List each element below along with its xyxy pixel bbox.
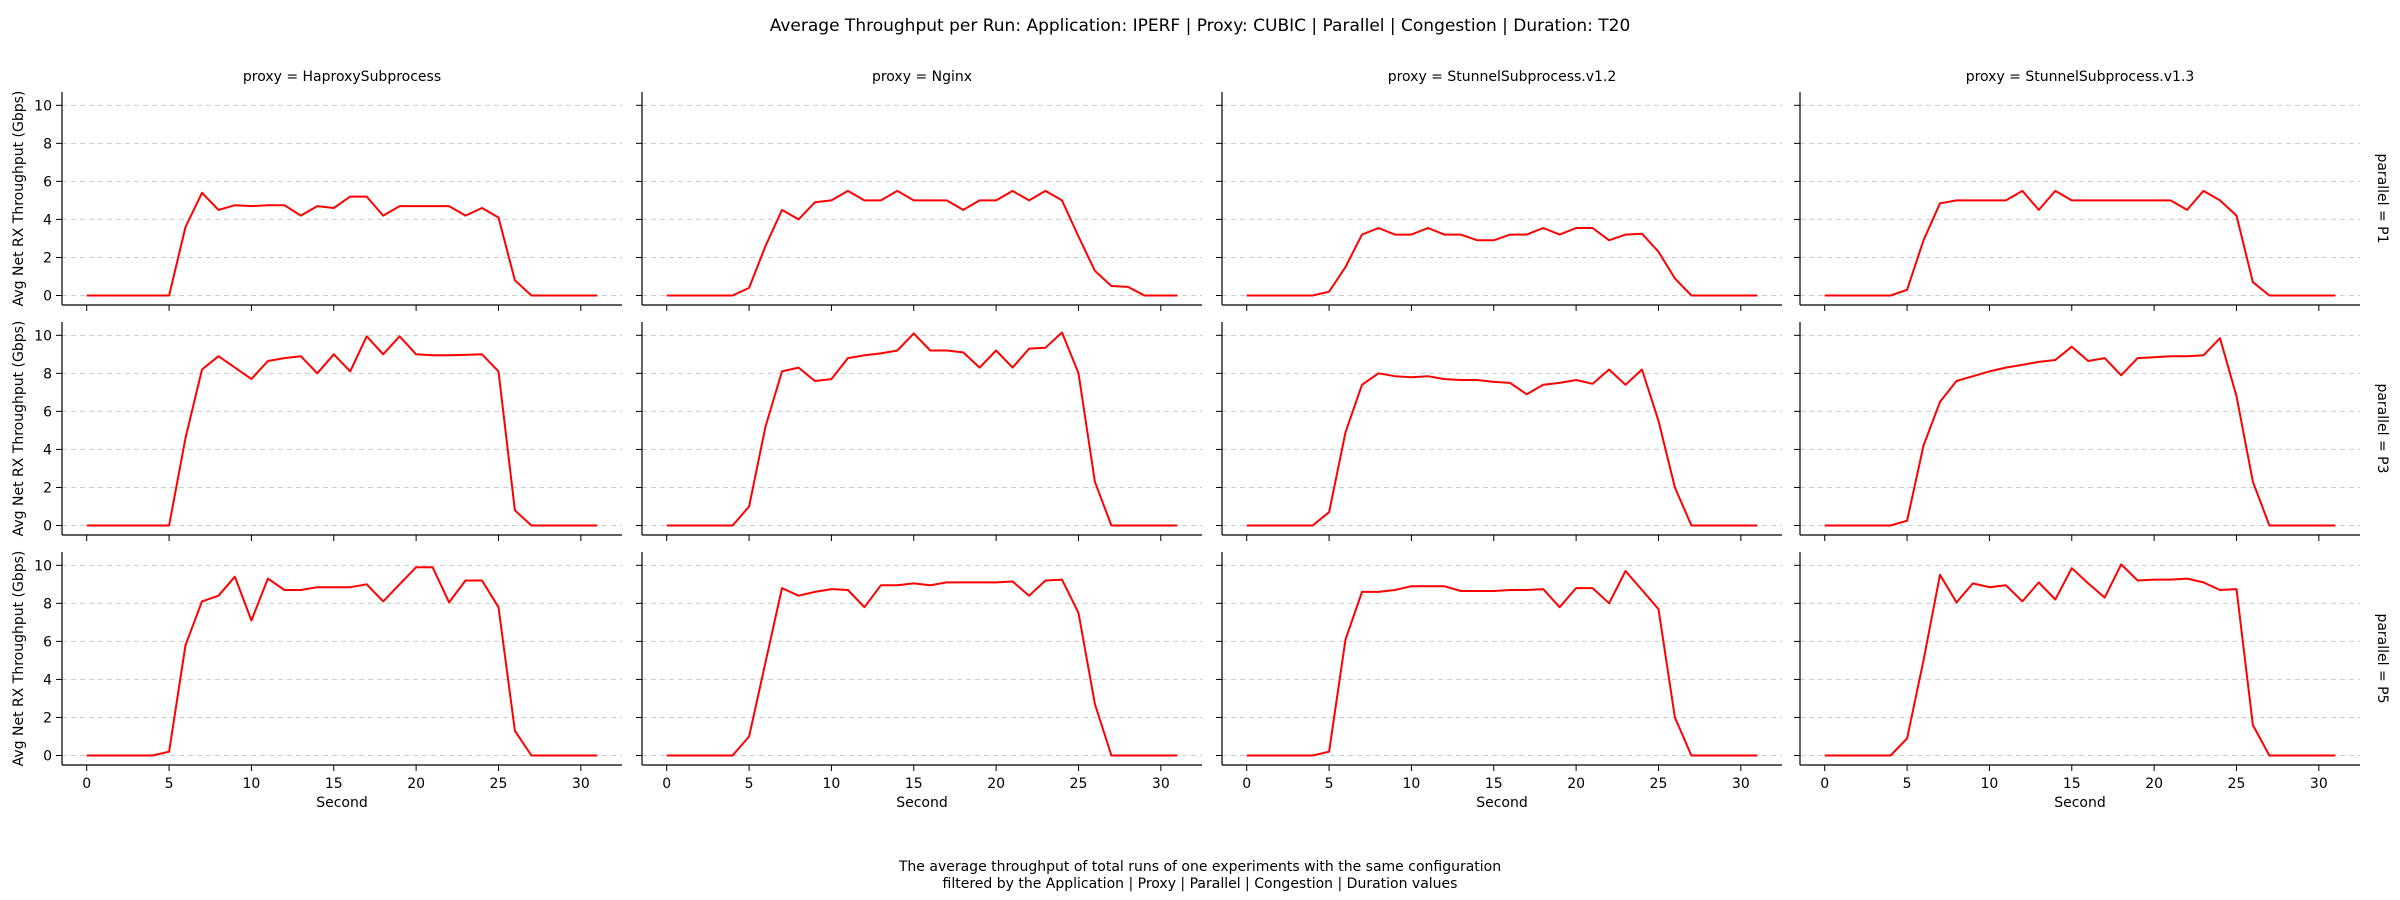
series-line <box>1824 337 2336 527</box>
series-line <box>666 189 1178 297</box>
facet-column-title: proxy = HaproxySubprocess <box>243 69 441 85</box>
x-tick-label: 15 <box>325 776 343 792</box>
chart-panel: parallel = P3 <box>1794 322 2390 541</box>
x-tick-label: 0 <box>1820 776 1829 792</box>
x-tick-label: 0 <box>1242 776 1251 792</box>
x-tick-label: 15 <box>2063 776 2081 792</box>
y-tick-label: 0 <box>43 518 52 534</box>
chart-panel <box>1216 322 1782 541</box>
chart-panel: proxy = StunnelSubprocess.v1.3 parallel =… <box>1794 69 2390 311</box>
y-tick-label: 4 <box>43 442 52 458</box>
chart-panel: proxy = Nginx <box>636 69 1202 311</box>
y-tick-label: 2 <box>43 480 52 496</box>
chart-panel: 0 5 10 15 20 25 30 Second <box>1216 552 1782 811</box>
series-line <box>1824 189 2336 297</box>
y-tick-label: 10 <box>34 98 52 114</box>
y-axis-label: Avg Net RX Throughput (Gbps) <box>11 91 27 307</box>
y-tick-label: 8 <box>43 596 52 612</box>
x-tick-label: 30 <box>1732 776 1750 792</box>
y-tick-label: 6 <box>43 174 52 190</box>
series-line <box>86 566 598 757</box>
x-tick-label: 5 <box>1325 776 1334 792</box>
y-tick-label: 4 <box>43 212 52 228</box>
chart-caption-line-2: filtered by the Application | Proxy | Pa… <box>943 876 1458 892</box>
facet-row-title: parallel = P5 <box>2374 613 2390 703</box>
x-tick-label: 25 <box>2228 776 2246 792</box>
y-tick-label: 8 <box>43 136 52 152</box>
x-tick-label: 20 <box>1567 776 1585 792</box>
x-tick-label: 30 <box>1152 776 1170 792</box>
x-axis-label: Second <box>1476 795 1528 811</box>
chart-panels: 0 2 4 6 8 10 proxy = HaproxySubprocess Avg Net … <box>11 69 2390 811</box>
series-line <box>666 331 1178 527</box>
x-tick-label: 5 <box>165 776 174 792</box>
facet-row-title: parallel = P3 <box>2374 383 2390 473</box>
y-tick-label: 2 <box>43 710 52 726</box>
x-tick-label: 25 <box>1070 776 1088 792</box>
x-axis-label: Second <box>316 795 368 811</box>
x-tick-label: 10 <box>822 776 840 792</box>
series-line <box>666 578 1178 757</box>
x-tick-label: 10 <box>242 776 260 792</box>
y-axis-label: Avg Net RX Throughput (Gbps) <box>11 321 27 537</box>
chart-panel <box>636 322 1202 541</box>
chart-title: Average Throughput per Run: Application:… <box>770 16 1631 36</box>
y-tick-label: 8 <box>43 366 52 382</box>
series-line <box>1246 227 1758 297</box>
chart-panel: 0 2 4 6 8 10 Avg Net RX Throughput (Gbps) <box>11 321 622 541</box>
x-tick-label: 0 <box>662 776 671 792</box>
y-tick-label: 10 <box>34 558 52 574</box>
x-tick-label: 0 <box>82 776 91 792</box>
chart-panel: 0 5 10 15 20 25 30 parallel = P5 Second <box>1794 552 2390 811</box>
chart-panel: 0 2 4 6 8 10 proxy = HaproxySubprocess Avg Net … <box>11 69 622 311</box>
x-tick-label: 15 <box>1485 776 1503 792</box>
x-tick-label: 20 <box>987 776 1005 792</box>
x-tick-label: 25 <box>1650 776 1668 792</box>
x-tick-label: 10 <box>1980 776 1998 792</box>
chart-panel: 0 2 4 6 8 10 0 5 10 15 20 25 30 Avg Net RX Throughput… <box>11 551 622 811</box>
y-tick-label: 0 <box>43 288 52 304</box>
x-tick-label: 30 <box>572 776 590 792</box>
y-tick-label: 6 <box>43 404 52 420</box>
series-line <box>1246 570 1758 757</box>
x-axis-label: Second <box>896 795 948 811</box>
y-axis-label: Avg Net RX Throughput (Gbps) <box>11 551 27 767</box>
x-tick-label: 25 <box>490 776 508 792</box>
x-tick-label: 5 <box>745 776 754 792</box>
facet-column-title: proxy = Nginx <box>872 69 972 85</box>
y-tick-label: 6 <box>43 634 52 650</box>
series-line <box>1824 563 2336 757</box>
x-tick-label: 15 <box>905 776 923 792</box>
facet-row-title: parallel = P1 <box>2374 153 2390 243</box>
x-tick-label: 20 <box>407 776 425 792</box>
series-line <box>1246 368 1758 527</box>
x-tick-label: 20 <box>2145 776 2163 792</box>
y-tick-label: 0 <box>43 748 52 764</box>
chart-caption-line-1: The average throughput of total runs of … <box>898 859 1501 875</box>
series-line <box>86 191 598 297</box>
chart-panel: proxy = StunnelSubprocess.v1.2 <box>1216 69 1782 311</box>
y-tick-label: 4 <box>43 672 52 688</box>
y-tick-label: 10 <box>34 328 52 344</box>
y-tick-label: 2 <box>43 250 52 266</box>
series-line <box>86 335 598 527</box>
facet-column-title: proxy = StunnelSubprocess.v1.3 <box>1966 69 2195 85</box>
x-axis-label: Second <box>2054 795 2106 811</box>
x-tick-label: 10 <box>1402 776 1420 792</box>
facet-column-title: proxy = StunnelSubprocess.v1.2 <box>1388 69 1617 85</box>
x-tick-label: 30 <box>2310 776 2328 792</box>
chart-panel: 0 5 10 15 20 25 30 Second <box>636 552 1202 811</box>
x-tick-label: 5 <box>1903 776 1912 792</box>
